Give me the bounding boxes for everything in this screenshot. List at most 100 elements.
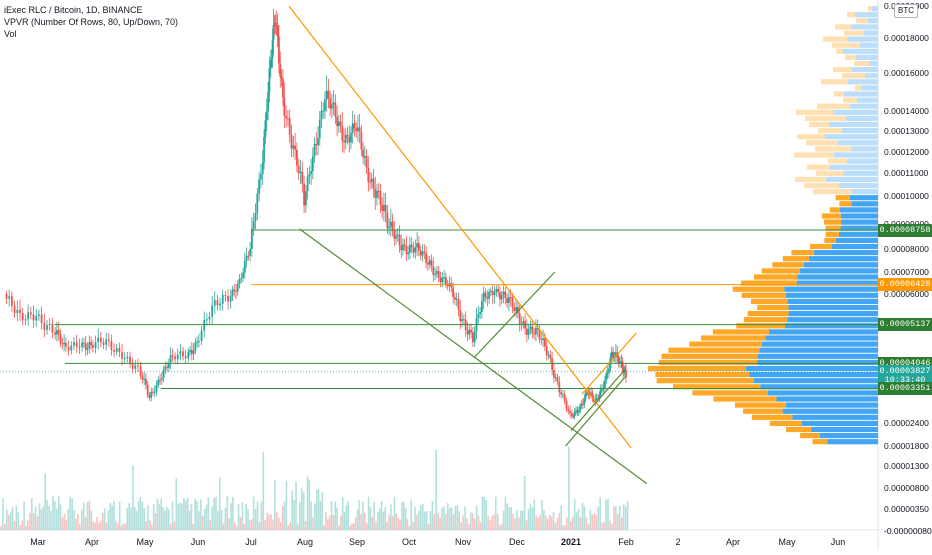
volume-bar bbox=[113, 501, 115, 530]
vpvr-up-bar bbox=[839, 207, 878, 213]
candle-body bbox=[331, 104, 333, 109]
candle-body bbox=[205, 319, 208, 321]
candle-body bbox=[38, 314, 40, 317]
vpvr-down-bar bbox=[855, 85, 861, 91]
candle-body bbox=[184, 356, 187, 359]
volume-bar bbox=[203, 508, 206, 530]
candle-body bbox=[610, 351, 613, 358]
candle-body bbox=[211, 305, 214, 317]
candle-body bbox=[358, 127, 361, 132]
volume-bar bbox=[388, 515, 390, 530]
vpvr-down-bar bbox=[741, 280, 797, 286]
vpvr-up-bar bbox=[767, 390, 878, 396]
legend-vol[interactable]: Vol bbox=[4, 29, 17, 39]
vpvr-down-bar bbox=[689, 341, 762, 347]
currency-badge[interactable]: BTC bbox=[894, 4, 918, 18]
volume-bar bbox=[452, 514, 455, 530]
candle-body bbox=[299, 171, 302, 174]
volume-bar bbox=[79, 524, 81, 530]
legend-vpvr[interactable]: VPVR (Number Of Rows, 80, Up/Down, 70) bbox=[4, 17, 179, 27]
candle-body bbox=[99, 337, 102, 343]
vpvr-down-bar bbox=[815, 146, 851, 152]
vpvr-down-bar bbox=[747, 311, 789, 317]
candle-body bbox=[360, 131, 363, 150]
x-tick-label: Jun bbox=[831, 537, 846, 547]
candle-body bbox=[271, 39, 274, 58]
candle-body bbox=[157, 379, 160, 386]
volume-bar bbox=[235, 525, 238, 530]
candle-body bbox=[290, 134, 293, 149]
candle-body bbox=[619, 361, 621, 364]
candle-body bbox=[121, 352, 123, 359]
volume-bar bbox=[546, 518, 549, 530]
volume-bar bbox=[268, 514, 270, 530]
volume-bar bbox=[525, 520, 528, 530]
volume-bar bbox=[502, 510, 505, 530]
volume-bar bbox=[80, 509, 83, 530]
candle-body bbox=[65, 342, 67, 347]
vpvr-up-bar bbox=[840, 213, 878, 219]
volume-bar bbox=[150, 524, 153, 530]
volume-bar bbox=[141, 501, 144, 530]
vpvr-up-bar bbox=[868, 18, 878, 24]
trendline bbox=[473, 271, 556, 359]
volume-bar bbox=[171, 501, 174, 530]
candle-body bbox=[608, 368, 610, 373]
candle-body bbox=[491, 290, 494, 295]
legend-symbol[interactable]: iExec RLC / Bitcoin, 1D, BINANCE bbox=[4, 5, 143, 15]
volume-bar bbox=[122, 523, 125, 530]
volume-bar bbox=[275, 512, 278, 530]
candle-body bbox=[285, 115, 287, 119]
vpvr-up-bar bbox=[840, 225, 878, 231]
candle-body bbox=[5, 294, 8, 299]
volume-bar bbox=[4, 524, 6, 530]
candle-body bbox=[544, 338, 546, 347]
candle-body bbox=[369, 181, 371, 183]
candle-body bbox=[70, 345, 73, 351]
candle-body bbox=[123, 358, 126, 360]
candle-body bbox=[379, 191, 382, 206]
candle-body bbox=[110, 341, 113, 350]
volume-bar bbox=[597, 507, 600, 530]
volume-bar bbox=[126, 508, 129, 530]
candle-body bbox=[357, 127, 359, 132]
candle-body bbox=[535, 328, 537, 335]
candle-body bbox=[315, 143, 318, 146]
candle-body bbox=[282, 78, 284, 98]
candle-body bbox=[251, 229, 253, 249]
trendline bbox=[581, 332, 637, 395]
volume-bar bbox=[351, 523, 353, 530]
volume-bar bbox=[471, 513, 474, 530]
volume-bar bbox=[581, 502, 584, 530]
vpvr-down-bar bbox=[753, 274, 798, 280]
volume-bar bbox=[42, 506, 45, 530]
vpvr-up-bar bbox=[865, 73, 878, 79]
volume-bar bbox=[277, 517, 280, 530]
volume-bar bbox=[397, 517, 400, 530]
candle-body bbox=[625, 370, 627, 378]
volume-bar bbox=[34, 506, 37, 530]
x-tick-label: May bbox=[778, 537, 796, 547]
volume-bar bbox=[175, 478, 178, 530]
vpvr-down-bar bbox=[835, 24, 851, 30]
volume-bar bbox=[166, 506, 168, 530]
candle-body bbox=[599, 388, 602, 395]
candle-body bbox=[260, 174, 262, 180]
volume-bar bbox=[414, 506, 416, 530]
candle-body bbox=[346, 134, 349, 137]
candle-body bbox=[351, 123, 354, 133]
volume-bar bbox=[310, 501, 312, 530]
volume-bar bbox=[55, 508, 58, 530]
volume-bar bbox=[460, 522, 463, 530]
candle-body bbox=[243, 260, 246, 273]
volume-bar bbox=[391, 515, 394, 530]
candle-body bbox=[353, 123, 356, 129]
candle-body bbox=[348, 136, 351, 143]
volume-bar bbox=[5, 509, 8, 530]
volume-bar bbox=[360, 514, 362, 530]
candle-body bbox=[48, 323, 51, 326]
volume-bar bbox=[281, 506, 284, 530]
vpvr-up-bar bbox=[819, 433, 878, 439]
candle-body bbox=[283, 97, 286, 116]
